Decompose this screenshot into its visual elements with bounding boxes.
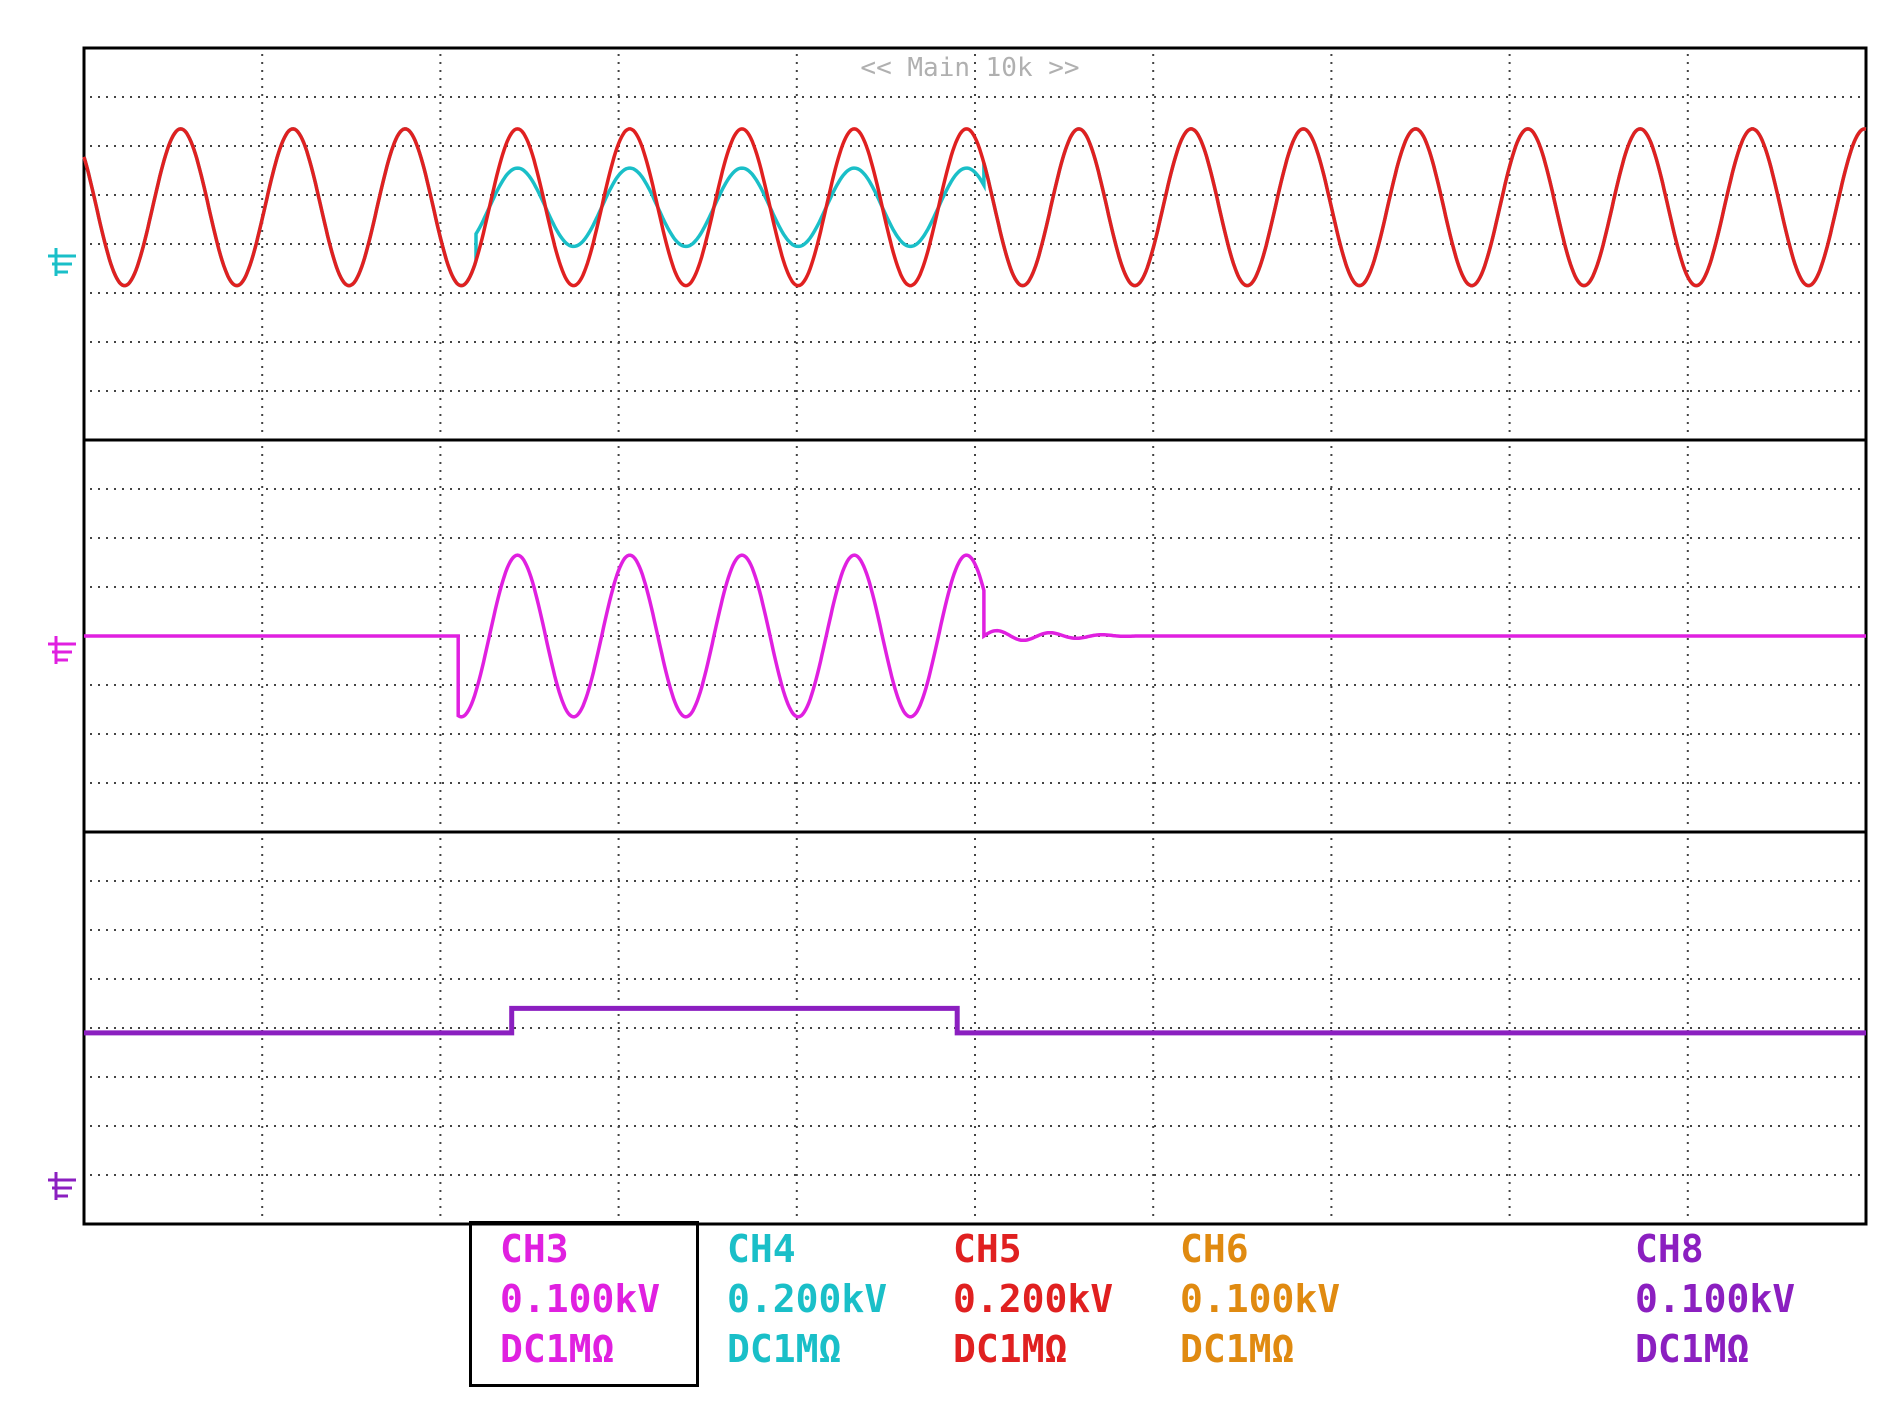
channel-block-ch5[interactable]: CH5 0.200kV DC1MΩ — [953, 1224, 1113, 1374]
channel-scale: 0.200kV — [727, 1277, 888, 1321]
channel-scale: 0.200kV — [953, 1277, 1114, 1321]
panel-bottom — [48, 830, 1868, 1226]
panel-frame — [82, 46, 1868, 442]
channel-name: CH6 — [1180, 1227, 1249, 1271]
channel-name: CH8 — [1635, 1227, 1704, 1271]
ground-marker-icon — [48, 1172, 76, 1200]
channel-block-ch6[interactable]: CH6 0.100kV DC1MΩ — [1180, 1224, 1340, 1374]
channel-name: CH5 — [953, 1227, 1022, 1271]
channel-coupling: DC1MΩ — [727, 1327, 842, 1371]
channel-block-ch8[interactable]: CH8 0.100kV DC1MΩ — [1635, 1224, 1795, 1374]
trace-ch5 — [82, 127, 1867, 288]
channel-block-ch4[interactable]: CH4 0.200kV DC1MΩ — [727, 1224, 887, 1374]
channel-coupling: DC1MΩ — [953, 1327, 1068, 1371]
channel-coupling: DC1MΩ — [1180, 1327, 1295, 1371]
ground-marker-icon — [48, 636, 76, 664]
panel-top — [48, 46, 1868, 442]
channel-coupling: DC1MΩ — [1635, 1327, 1750, 1371]
channel-scale: 0.100kV — [500, 1277, 661, 1321]
channel-scale: 0.100kV — [1180, 1277, 1341, 1321]
zoom-label: << Main 10k >> — [860, 53, 1079, 83]
channel-scale: 0.100kV — [1635, 1277, 1796, 1321]
trace-ch3 — [84, 553, 1866, 719]
channel-name: CH4 — [727, 1227, 796, 1271]
channel-name: CH3 — [500, 1227, 569, 1271]
channel-block-ch3[interactable]: CH3 0.100kV DC1MΩ — [469, 1221, 699, 1387]
panel-frame — [82, 830, 1868, 1226]
ground-marker-icon — [48, 248, 76, 276]
trace-ch8 — [84, 1005, 1866, 1036]
channel-coupling: DC1MΩ — [500, 1327, 615, 1371]
